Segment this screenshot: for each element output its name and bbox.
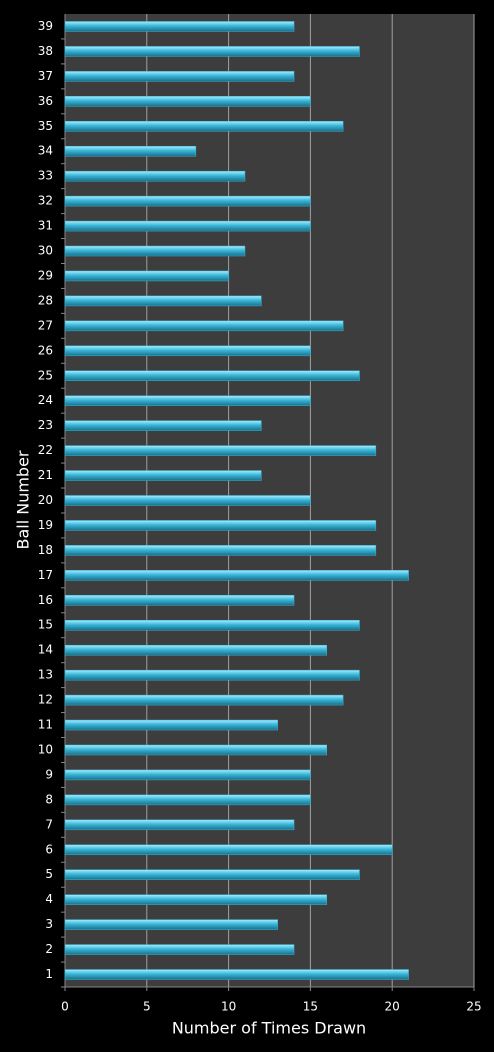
y-tick-label: 7: [45, 817, 53, 831]
y-tick-label: 17: [38, 568, 53, 582]
y-tick-label: 26: [38, 343, 53, 357]
y-tick-label: 38: [38, 44, 53, 58]
y-tick-label: 34: [38, 144, 53, 158]
y-tick-label: 37: [38, 69, 53, 83]
x-axis-title: Number of Times Drawn: [172, 1019, 366, 1038]
y-tick-label: 39: [38, 19, 53, 33]
bar: [64, 794, 311, 806]
y-tick-label: 16: [38, 593, 53, 607]
bar: [64, 545, 377, 556]
y-tick-label: 28: [38, 293, 53, 307]
y-tick-label: 36: [38, 94, 53, 108]
x-tick-label: 5: [143, 1000, 151, 1014]
y-tick-label: 12: [38, 693, 53, 707]
bar: [64, 220, 311, 232]
x-tick-label: 0: [61, 1000, 69, 1014]
bar: [64, 245, 246, 257]
bar: [64, 619, 360, 631]
y-tick-label: 33: [38, 169, 53, 183]
y-tick-label: 24: [38, 393, 53, 407]
bar: [64, 395, 311, 406]
bar: [64, 744, 328, 756]
bar: [64, 96, 311, 107]
bar: [64, 919, 278, 930]
bar: [64, 769, 311, 781]
y-tick-label: 35: [38, 119, 53, 133]
bar: [64, 495, 311, 506]
y-tick-label: 20: [38, 493, 53, 507]
bar: [64, 71, 295, 82]
y-tick-label: 31: [38, 219, 53, 233]
bar: [64, 121, 344, 132]
bar: [64, 570, 409, 581]
y-axis-title: Ball Number: [14, 450, 33, 549]
y-tick-label: 5: [45, 867, 53, 881]
y-tick-label: 21: [38, 468, 53, 482]
bar: [64, 420, 262, 431]
y-tick-label: 19: [38, 518, 53, 532]
bar: [64, 520, 377, 531]
bar: [64, 669, 360, 681]
y-tick-label: 23: [38, 418, 53, 432]
y-tick-label: 9: [45, 767, 53, 781]
bar: [64, 595, 295, 606]
bar: [64, 819, 295, 831]
y-tick-label: 13: [38, 668, 53, 682]
bar: [64, 869, 360, 880]
y-tick-label: 27: [38, 318, 53, 332]
y-tick-label: 8: [45, 792, 53, 806]
bar: [64, 21, 295, 32]
x-tick-label: 15: [303, 1000, 318, 1014]
x-tick-label: 25: [466, 1000, 481, 1014]
bar: [64, 470, 262, 481]
bar: [64, 145, 197, 157]
x-tick-label: 10: [221, 1000, 236, 1014]
y-tick-label: 29: [38, 268, 53, 282]
bar: [64, 270, 229, 282]
y-tick-label: 32: [38, 194, 53, 208]
bar: [64, 295, 262, 307]
bar: [64, 195, 311, 207]
y-tick-label: 25: [38, 368, 53, 382]
y-tick-label: 18: [38, 543, 53, 557]
y-tick-label: 11: [38, 718, 53, 732]
bar: [64, 944, 295, 955]
y-tick-label: 30: [38, 244, 53, 258]
y-tick-label: 15: [38, 618, 53, 632]
y-tick-label: 14: [38, 643, 53, 657]
bar: [64, 445, 377, 456]
bar: [64, 46, 360, 57]
y-tick-label: 2: [45, 942, 53, 956]
bar: [64, 345, 311, 357]
bar: [64, 894, 328, 905]
bar: [64, 969, 409, 980]
y-tick-label: 10: [38, 742, 53, 756]
y-tick-label: 6: [45, 842, 53, 856]
x-tick-label: 20: [385, 1000, 400, 1014]
bar: [64, 170, 246, 182]
y-tick-label: 1: [45, 967, 53, 981]
bar: [64, 719, 278, 731]
bar: [64, 320, 344, 332]
bar: [64, 844, 393, 856]
y-tick-label: 22: [38, 443, 53, 457]
y-tick-label: 3: [45, 917, 53, 931]
y-tick-label: 4: [45, 892, 53, 906]
bar: [64, 644, 328, 656]
bar: [64, 370, 360, 382]
bar: [64, 694, 344, 706]
